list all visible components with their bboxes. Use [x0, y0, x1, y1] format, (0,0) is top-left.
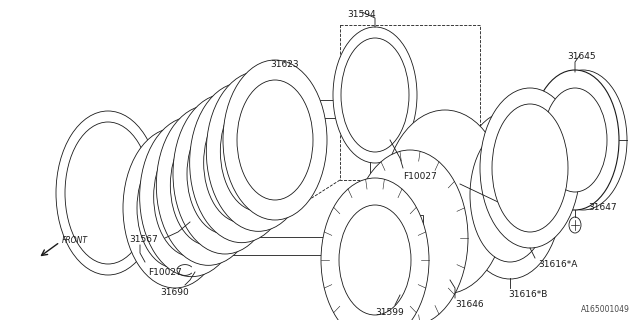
Ellipse shape	[56, 111, 160, 275]
Text: A165001049: A165001049	[581, 305, 630, 314]
Text: 31599: 31599	[376, 308, 404, 317]
Ellipse shape	[333, 27, 417, 163]
Ellipse shape	[123, 128, 227, 288]
Bar	[395, 215, 423, 253]
Ellipse shape	[189, 83, 294, 243]
Text: 31623: 31623	[271, 60, 300, 69]
Ellipse shape	[170, 125, 246, 245]
Ellipse shape	[140, 117, 244, 277]
Text: 31645: 31645	[568, 52, 596, 61]
Ellipse shape	[352, 150, 468, 320]
Ellipse shape	[569, 217, 581, 233]
Ellipse shape	[65, 122, 151, 264]
Ellipse shape	[206, 71, 310, 231]
Text: F10027: F10027	[403, 172, 436, 181]
Ellipse shape	[470, 128, 550, 262]
Text: FRONT: FRONT	[62, 236, 88, 245]
Ellipse shape	[223, 60, 327, 220]
Ellipse shape	[492, 104, 568, 232]
Ellipse shape	[321, 178, 429, 320]
Ellipse shape	[156, 105, 260, 265]
Ellipse shape	[383, 110, 507, 294]
Text: 31690: 31690	[161, 288, 189, 297]
Ellipse shape	[458, 111, 562, 279]
Text: F10027: F10027	[148, 268, 182, 277]
Ellipse shape	[339, 205, 411, 315]
Text: 31567: 31567	[129, 236, 158, 244]
Ellipse shape	[237, 80, 313, 200]
Text: 31647: 31647	[588, 204, 616, 212]
Ellipse shape	[173, 94, 277, 254]
Ellipse shape	[543, 88, 607, 192]
Text: 31616*A: 31616*A	[538, 260, 577, 269]
Text: 31594: 31594	[348, 10, 376, 19]
Ellipse shape	[367, 102, 383, 112]
Ellipse shape	[480, 88, 580, 248]
Ellipse shape	[220, 91, 296, 211]
Ellipse shape	[531, 70, 619, 210]
Ellipse shape	[204, 103, 280, 223]
Ellipse shape	[137, 148, 213, 268]
Ellipse shape	[154, 137, 230, 257]
Text: 31616*B: 31616*B	[508, 290, 547, 299]
Ellipse shape	[187, 114, 263, 234]
Ellipse shape	[341, 38, 409, 152]
Text: 31646: 31646	[455, 300, 484, 309]
